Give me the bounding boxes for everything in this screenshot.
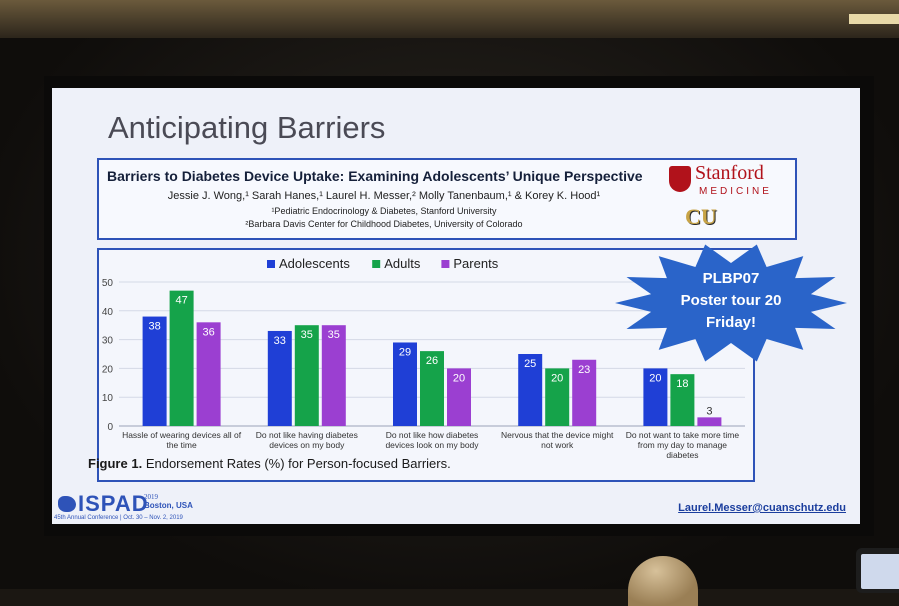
y-tick-label: 40 xyxy=(102,307,114,318)
data-label: 26 xyxy=(426,355,438,367)
data-label: 38 xyxy=(148,321,160,333)
contact-email-link[interactable]: Laurel.Messer@cuanschutz.edu xyxy=(678,502,846,514)
category-label: devices look on my body xyxy=(385,440,479,450)
data-label: 18 xyxy=(676,378,688,390)
bar xyxy=(697,417,722,426)
category-label: Do not like how diabetes xyxy=(386,430,479,440)
data-label: 29 xyxy=(399,346,411,358)
y-tick-label: 20 xyxy=(102,364,114,375)
legend-label: Parents xyxy=(453,256,498,271)
legend-swatch xyxy=(267,260,275,268)
data-label: 35 xyxy=(301,329,313,341)
bar-chart: 0 10 20 30 40 50 Adolescents Adults Parents 38 47 3… xyxy=(102,256,745,460)
presentation-slide: Anticipating Barriers Barriers to Diabet… xyxy=(52,88,860,524)
bar xyxy=(670,374,695,426)
data-label: 20 xyxy=(453,372,465,384)
category-label: diabetes xyxy=(666,450,698,460)
bar xyxy=(294,325,319,426)
category-label: from my day to manage xyxy=(638,440,728,450)
bar xyxy=(545,368,570,426)
cu-logo-icon: CU xyxy=(685,204,717,229)
figure-label: Figure 1. xyxy=(88,456,143,471)
poster-header: Barriers to Diabetes Device Uptake: Exam… xyxy=(97,158,797,240)
chart-frame: 0 10 20 30 40 50 Adolescents Adults Parents 38 47 3… xyxy=(97,248,755,482)
bar xyxy=(393,342,417,426)
data-label: 20 xyxy=(649,372,661,384)
legend-swatch xyxy=(372,260,381,268)
ispad-city: Boston, USA xyxy=(144,501,193,510)
y-tick-label: 30 xyxy=(102,336,114,347)
bar xyxy=(643,368,668,426)
y-tick-label: 0 xyxy=(107,422,113,433)
category-label: Do not like having diabetes xyxy=(256,430,358,440)
stanford-medicine-label: MEDICINE xyxy=(699,186,772,197)
slide-footer: ISPAD 2019 Boston, USA 45th Annual Confe… xyxy=(52,490,860,524)
bar xyxy=(447,368,471,426)
ispad-emblem-icon xyxy=(58,496,76,512)
bar xyxy=(518,354,543,426)
poster-tour-callout: PLBP07 Poster tour 20 Friday! xyxy=(614,268,848,334)
poster-authors: Jessie J. Wong,¹ Sarah Hanes,¹ Laurel H.… xyxy=(167,190,601,202)
data-label: 25 xyxy=(524,358,536,370)
ispad-year: 2019 xyxy=(144,493,158,501)
affiliation-stanford: ¹Pediatric Endocrinology & Diabetes, Sta… xyxy=(271,206,497,216)
affiliation-colorado: ²Barbara Davis Center for Childhood Diab… xyxy=(245,219,523,229)
data-label: 20 xyxy=(551,372,563,384)
legend-label: Adolescents xyxy=(279,256,350,271)
y-tick-label: 10 xyxy=(102,393,114,404)
ceiling-light xyxy=(849,14,899,24)
bar xyxy=(267,330,292,426)
data-label: 33 xyxy=(274,335,286,347)
bar xyxy=(196,322,221,426)
ispad-conference-dates: 45th Annual Conference | Oct. 30 – Nov. … xyxy=(54,515,183,521)
category-label: devices on my body xyxy=(269,440,345,450)
stanford-logo: Stanford xyxy=(695,162,764,184)
category-label: Nervous that the device might xyxy=(501,430,614,440)
data-label: 47 xyxy=(175,295,187,307)
bar xyxy=(321,325,346,426)
figure-caption-text: Endorsement Rates (%) for Person-focused… xyxy=(145,456,451,471)
starburst-callout-icon xyxy=(615,244,847,362)
stanford-shield-icon xyxy=(669,166,691,192)
phone-screen xyxy=(861,554,899,589)
legend-swatch xyxy=(441,260,450,268)
callout-code: PLBP07 xyxy=(702,270,760,287)
ceiling xyxy=(0,0,899,38)
callout-tour: Poster tour 20 xyxy=(680,292,782,309)
slide-title: Anticipating Barriers xyxy=(108,110,386,145)
data-label: 23 xyxy=(578,364,590,376)
ispad-logo: ISPAD xyxy=(78,491,149,516)
bar xyxy=(169,290,194,426)
category-label: the time xyxy=(166,440,197,450)
phone-device xyxy=(856,548,899,593)
figure-caption: Figure 1. Endorsement Rates (%) for Pers… xyxy=(88,456,451,471)
category-label: Hassle of wearing devices all of xyxy=(122,430,242,440)
category-label: Do not want to take more time xyxy=(626,430,740,440)
data-label: 3 xyxy=(706,405,712,417)
poster-title: Barriers to Diabetes Device Uptake: Exam… xyxy=(107,168,643,184)
y-tick-label: 50 xyxy=(102,278,114,289)
callout-day: Friday! xyxy=(705,314,756,331)
bar xyxy=(420,351,444,426)
category-label: not work xyxy=(541,440,574,450)
data-label: 36 xyxy=(202,326,214,338)
data-label: 35 xyxy=(328,329,340,341)
bar xyxy=(572,359,597,426)
legend-label: Adults xyxy=(384,256,421,271)
bar xyxy=(142,316,167,426)
